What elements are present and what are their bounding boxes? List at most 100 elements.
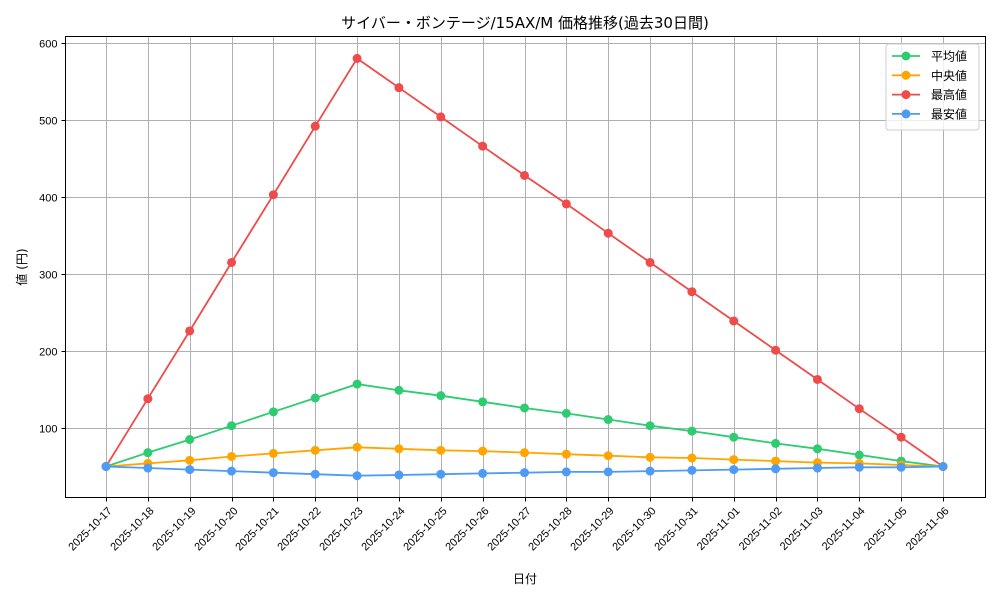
data-point [268, 448, 278, 458]
data-point [310, 121, 320, 131]
data-point [227, 257, 237, 267]
legend-label: 中央値 [931, 68, 967, 83]
legend-marker [901, 70, 911, 80]
data-point [227, 421, 237, 431]
data-point [227, 466, 237, 476]
y-tick-label: 400 [39, 193, 57, 205]
data-point [938, 462, 948, 471]
data-point [394, 385, 404, 395]
data-point [729, 316, 739, 326]
x-tick-label: 2025-11-05 [862, 505, 910, 553]
data-point [478, 468, 488, 478]
legend-box [885, 43, 980, 131]
legend-label: 最高値 [931, 87, 967, 102]
data-point [268, 407, 278, 417]
data-point [143, 448, 153, 458]
data-point [394, 470, 404, 480]
x-tick-label: 2025-10-21 [233, 505, 281, 553]
data-point [143, 463, 153, 473]
data-point [352, 379, 362, 389]
x-tick-label: 2025-10-29 [568, 505, 616, 553]
data-point [436, 112, 446, 122]
data-point [227, 451, 237, 461]
data-point [478, 141, 488, 151]
x-tick-label: 2025-10-18 [108, 505, 156, 553]
x-axis-label: 日付 [513, 572, 537, 586]
x-tick-label: 2025-10-17 [66, 505, 114, 553]
data-point [771, 438, 781, 448]
y-tick-label: 500 [39, 116, 57, 128]
data-point [143, 394, 153, 404]
grid-lines [65, 36, 986, 498]
data-point [561, 408, 571, 418]
legend-marker [901, 109, 911, 119]
data-point [520, 170, 529, 180]
data-point [896, 432, 906, 442]
data-point [603, 415, 613, 425]
x-tick-label: 2025-10-25 [401, 505, 449, 553]
data-point [561, 449, 571, 459]
data-point [687, 426, 697, 436]
data-point [561, 199, 571, 209]
data-point [185, 326, 195, 336]
data-point [436, 391, 446, 401]
legend-label: 最安値 [931, 106, 967, 121]
x-tick-label: 2025-11-01 [695, 505, 743, 553]
x-tick-label: 2025-10-19 [150, 505, 198, 553]
x-tick-label: 2025-11-03 [778, 505, 826, 553]
data-point [352, 442, 362, 452]
x-tick-label: 2025-10-31 [652, 505, 700, 553]
data-point [896, 462, 906, 472]
data-point [603, 451, 613, 461]
data-point [520, 403, 529, 413]
x-tick-label: 2025-11-04 [820, 505, 868, 553]
legend-marker [901, 51, 911, 61]
data-point [603, 228, 613, 238]
legend-marker [901, 90, 911, 100]
data-point [520, 468, 529, 478]
chart-title: サイバー・ボンテージ/15AX/M 価格推移(過去30日間) [341, 14, 709, 32]
data-point [268, 190, 278, 200]
data-point [771, 456, 781, 466]
data-point [645, 257, 655, 267]
y-tick-label: 200 [39, 347, 57, 359]
x-tick-label: 2025-10-22 [275, 505, 323, 553]
data-point [854, 450, 864, 460]
data-point [645, 466, 655, 476]
data-point [310, 445, 320, 455]
data-point [310, 393, 320, 403]
data-point [771, 345, 781, 355]
data-point [561, 467, 571, 477]
y-tick-label: 300 [39, 270, 57, 282]
data-point [185, 455, 195, 465]
data-point [352, 53, 362, 63]
data-point [812, 444, 822, 454]
data-point [603, 467, 613, 477]
data-point [268, 468, 278, 478]
data-point [310, 469, 320, 479]
data-point [854, 404, 864, 414]
legend-label: 平均値 [931, 49, 967, 64]
x-tick-label: 2025-11-06 [904, 505, 952, 553]
x-tick-label: 2025-11-02 [737, 505, 785, 553]
data-point [394, 444, 404, 454]
data-point [854, 462, 864, 472]
data-point [394, 83, 404, 93]
x-tick-label: 2025-10-30 [610, 505, 658, 553]
series-0 [101, 379, 948, 471]
data-point [729, 465, 739, 475]
data-point [520, 448, 529, 458]
data-point [436, 469, 446, 479]
x-tick-label: 2025-10-28 [526, 505, 574, 553]
x-axis-ticks: 2025-10-172025-10-182025-10-192025-10-20… [66, 497, 952, 553]
data-point [729, 455, 739, 465]
data-point [729, 432, 739, 442]
data-point [812, 463, 822, 473]
x-tick-label: 2025-10-23 [317, 505, 365, 553]
y-tick-label: 600 [39, 39, 57, 51]
data-point [101, 462, 111, 471]
y-axis-ticks: 100 200 300 400 500 600 [39, 39, 66, 436]
data-point [185, 435, 195, 445]
